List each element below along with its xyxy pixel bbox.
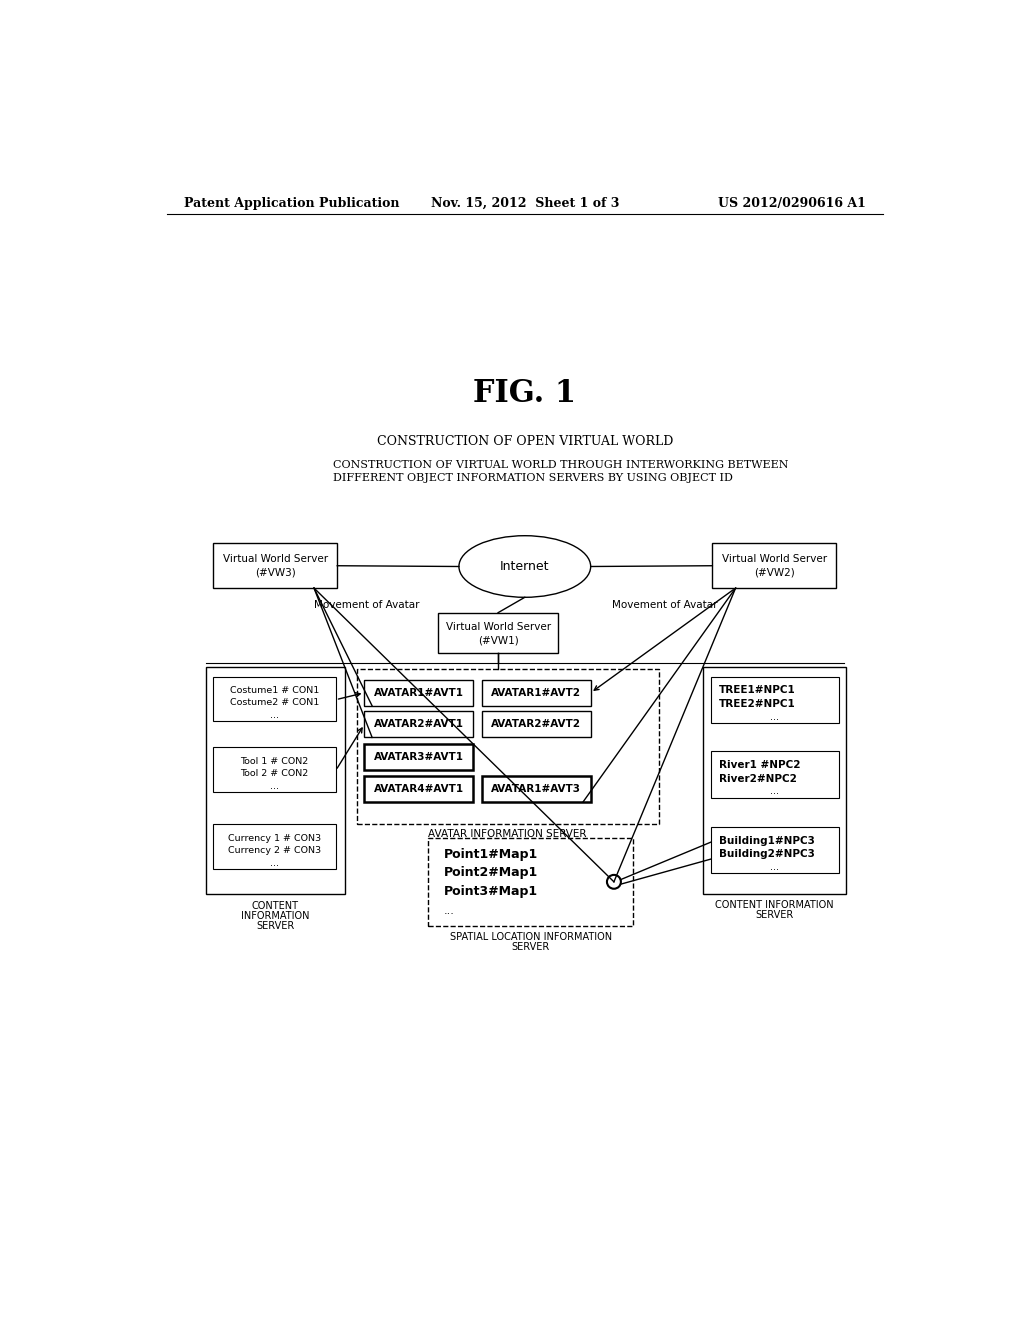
Text: ...: ... — [770, 787, 779, 796]
Text: Movement of Avatar: Movement of Avatar — [314, 601, 420, 610]
Text: AVATAR2#AVT2: AVATAR2#AVT2 — [492, 719, 582, 730]
Text: AVATAR1#AVT3: AVATAR1#AVT3 — [492, 784, 582, 795]
Text: FIG. 1: FIG. 1 — [473, 378, 577, 409]
Text: AVATAR2#AVT1: AVATAR2#AVT1 — [374, 719, 464, 730]
Bar — [213, 747, 336, 792]
Bar — [482, 776, 591, 803]
Bar — [482, 711, 591, 738]
Text: AVATAR3#AVT1: AVATAR3#AVT1 — [374, 751, 464, 762]
Text: SERVER: SERVER — [256, 921, 294, 931]
Text: ...: ... — [770, 862, 779, 871]
Text: DIFFERENT OBJECT INFORMATION SERVERS BY USING OBJECT ID: DIFFERENT OBJECT INFORMATION SERVERS BY … — [334, 473, 733, 483]
Text: Nov. 15, 2012  Sheet 1 of 3: Nov. 15, 2012 Sheet 1 of 3 — [431, 197, 618, 210]
Text: AVATAR INFORMATION SERVER: AVATAR INFORMATION SERVER — [428, 829, 587, 840]
Text: CONTENT: CONTENT — [252, 902, 299, 911]
Bar — [438, 612, 558, 653]
Text: Costume1 # CON1: Costume1 # CON1 — [229, 686, 319, 694]
Text: AVATAR1#AVT1: AVATAR1#AVT1 — [374, 688, 464, 698]
Bar — [206, 667, 345, 894]
Text: Movement of Avatar: Movement of Avatar — [612, 601, 718, 610]
Text: TREE1#NPC1: TREE1#NPC1 — [719, 685, 796, 696]
Text: Virtual World Server: Virtual World Server — [722, 554, 827, 564]
Text: ...: ... — [270, 781, 279, 791]
Text: SPATIAL LOCATION INFORMATION: SPATIAL LOCATION INFORMATION — [450, 932, 611, 942]
Text: Building1#NPC3: Building1#NPC3 — [719, 836, 814, 846]
Text: Internet: Internet — [500, 560, 550, 573]
Text: Point1#Map1: Point1#Map1 — [443, 847, 538, 861]
Bar — [365, 680, 473, 706]
Bar — [482, 680, 591, 706]
Text: Tool 1 # CON2: Tool 1 # CON2 — [241, 756, 308, 766]
Text: Costume2 # CON1: Costume2 # CON1 — [229, 698, 319, 708]
Bar — [703, 667, 847, 894]
Bar — [365, 711, 473, 738]
Bar — [713, 544, 837, 589]
Bar — [213, 544, 337, 589]
Text: Tool 2 # CON2: Tool 2 # CON2 — [241, 770, 308, 777]
Text: CONSTRUCTION OF OPEN VIRTUAL WORLD: CONSTRUCTION OF OPEN VIRTUAL WORLD — [377, 436, 673, 449]
Text: CONSTRUCTION OF VIRTUAL WORLD THROUGH INTERWORKING BETWEEN: CONSTRUCTION OF VIRTUAL WORLD THROUGH IN… — [334, 459, 788, 470]
Text: Virtual World Server: Virtual World Server — [222, 554, 328, 564]
Bar — [213, 677, 336, 721]
Text: ...: ... — [443, 906, 455, 916]
Bar — [711, 751, 839, 797]
Text: SERVER: SERVER — [756, 909, 794, 920]
Text: Currency 1 # CON3: Currency 1 # CON3 — [228, 834, 322, 842]
Text: (#VW3): (#VW3) — [255, 568, 296, 578]
Text: US 2012/0290616 A1: US 2012/0290616 A1 — [718, 197, 866, 210]
Text: TREE2#NPC1: TREE2#NPC1 — [719, 700, 796, 709]
Text: Patent Application Publication: Patent Application Publication — [183, 197, 399, 210]
Text: River2#NPC2: River2#NPC2 — [719, 774, 797, 784]
Ellipse shape — [459, 536, 591, 597]
Bar — [365, 776, 473, 803]
Text: (#VW1): (#VW1) — [477, 635, 518, 645]
Text: SERVER: SERVER — [511, 942, 550, 952]
Text: River1 #NPC2: River1 #NPC2 — [719, 760, 800, 770]
Bar — [213, 825, 336, 869]
Text: Currency 2 # CON3: Currency 2 # CON3 — [228, 846, 322, 855]
Text: AVATAR1#AVT2: AVATAR1#AVT2 — [492, 688, 582, 698]
Text: ...: ... — [270, 710, 279, 721]
Text: INFORMATION: INFORMATION — [241, 911, 309, 921]
Text: CONTENT INFORMATION: CONTENT INFORMATION — [716, 899, 835, 909]
Bar — [711, 677, 839, 723]
Bar — [356, 669, 658, 825]
Text: Point3#Map1: Point3#Map1 — [443, 884, 538, 898]
Text: Virtual World Server: Virtual World Server — [445, 622, 551, 631]
Text: Point2#Map1: Point2#Map1 — [443, 866, 538, 879]
Text: AVATAR4#AVT1: AVATAR4#AVT1 — [374, 784, 464, 795]
Text: ...: ... — [270, 858, 279, 869]
Bar — [365, 743, 473, 770]
Bar — [711, 826, 839, 873]
Text: ...: ... — [770, 711, 779, 722]
Text: (#VW2): (#VW2) — [754, 568, 795, 578]
Text: Building2#NPC3: Building2#NPC3 — [719, 850, 814, 859]
Bar — [428, 838, 633, 927]
